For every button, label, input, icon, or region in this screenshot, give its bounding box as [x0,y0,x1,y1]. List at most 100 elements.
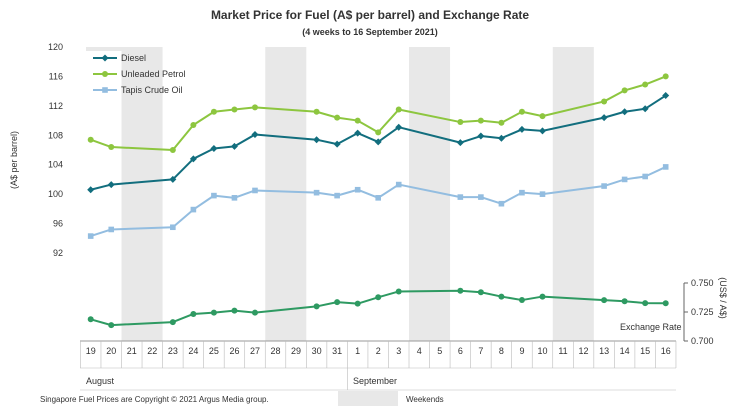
x-tick-label-19: 19 [86,346,96,356]
diesel-point-6 [251,131,259,139]
x-tick-label-12: 12 [579,346,589,356]
weekend-band-0 [121,47,163,341]
x-tick-label-22: 22 [147,346,157,356]
diesel-point-0 [87,186,95,194]
y-tick-label-92: 92 [53,248,63,258]
exchange-rate-label: Exchange Rate [620,322,682,332]
tapis-crude-oil-point-10 [375,195,381,201]
unleaded-petrol-point-11 [395,106,402,113]
y-axis-label-left: (A$ per barrel) [9,131,19,189]
unleaded-petrol-point-14 [498,119,505,126]
month-label-august: August [86,376,115,386]
right-tick-label-2: 0.750 [691,278,714,288]
unleaded-petrol-point-6 [251,104,258,111]
series [87,73,670,329]
exchange-rate-point-10 [375,294,382,301]
diesel-point-12 [456,139,464,147]
diesel-point-15 [518,125,526,133]
exchange-rate-point-7 [313,303,320,310]
x-tick-label-4: 4 [417,346,422,356]
x-tick-label-5: 5 [437,346,442,356]
tapis-crude-oil-point-7 [313,189,320,196]
tapis-crude-oil-point-9 [354,186,361,193]
diesel-point-11 [395,123,403,131]
exchange-rate-point-3 [190,310,197,317]
unleaded-petrol-point-15 [518,108,525,115]
exchange-rate-point-16 [539,293,546,300]
copyright-footer: Singapore Fuel Prices are Copyright © 20… [40,395,269,404]
exchange-rate-point-11 [395,288,402,295]
tapis-crude-oil-point-6 [252,187,258,194]
legend-marker-tapis-crude-oil [102,87,108,93]
x-tick-label-2: 2 [376,346,381,356]
unleaded-petrol-point-12 [457,119,464,126]
diesel-point-7 [313,136,321,144]
unleaded-petrol-point-19 [642,81,649,88]
diesel-point-5 [230,142,238,150]
y-tick-label-100: 100 [48,189,63,199]
y-tick-label-104: 104 [48,160,63,170]
tapis-crude-oil-point-19 [642,173,648,180]
x-tick-label-9: 9 [519,346,524,356]
tapis-crude-oil-point-20 [662,164,669,170]
diesel-point-10 [374,138,382,146]
x-tick-label-11: 11 [558,346,567,356]
chart-subtitle: (4 weeks to 16 September 2021) [302,27,438,37]
unleaded-petrol-point-5 [231,106,238,113]
exchange-rate-point-12 [457,287,464,294]
unleaded-petrol-point-18 [621,87,628,94]
tapis-crude-oil-point-17 [601,183,607,189]
exchange-rate-point-4 [210,309,217,316]
y-tick-label-112: 112 [49,101,63,111]
exchange-rate-point-1 [108,322,115,329]
x-tick-label-26: 26 [229,346,239,356]
x-tick-label-15: 15 [640,346,650,356]
diesel-point-19 [641,105,649,113]
diesel-point-1 [107,181,115,189]
legend-label-unleaded-petrol: Unleaded Petrol [121,69,186,79]
legend: Diesel Unleaded Petrol Tapis Crude Oil [86,47,186,95]
exchange-rate-point-15 [518,297,525,304]
x-tick-label-7: 7 [478,346,483,356]
diesel-point-18 [621,108,629,116]
diesel-point-20 [662,92,670,100]
exchange-rate-point-9 [354,300,361,307]
tapis-crude-oil-point-8 [334,192,340,199]
exchange-rate-point-19 [642,300,649,307]
tapis-crude-oil-point-13 [478,194,484,200]
legend-label-tapis-crude-oil: Tapis Crude Oil [121,85,183,95]
x-tick-label-23: 23 [168,346,178,356]
tapis-crude-oil-point-12 [457,194,464,200]
tapis-crude-oil-point-4 [211,192,217,199]
month-label-september: September [353,376,397,386]
tapis-crude-oil-point-16 [539,191,546,197]
exchange-rate-point-14 [498,293,505,300]
exchange-rate-point-18 [621,298,628,305]
tapis-crude-oil-point-18 [621,176,628,183]
tapis-crude-oil-point-15 [519,189,525,196]
x-tick-label-16: 16 [661,346,671,356]
x-tick-label-29: 29 [291,346,301,356]
legend-label-diesel: Diesel [121,53,146,63]
diesel-point-16 [538,127,546,135]
x-tick-label-25: 25 [209,346,219,356]
exchange-rate-point-5 [231,307,238,314]
x-tick-label-10: 10 [537,346,547,356]
x-tick-label-31: 31 [332,346,342,356]
chart-title: Market Price for Fuel (A$ per barrel) an… [211,8,529,22]
x-tick-label-28: 28 [271,346,281,356]
tapis-crude-oil-point-11 [395,181,402,188]
y-tick-label-116: 116 [49,71,63,81]
exchange-rate-point-0 [87,316,94,323]
unleaded-petrol-point-13 [477,117,484,124]
unleaded-petrol-point-16 [539,113,546,120]
x-tick-label-27: 27 [250,346,260,356]
x-tick-label-21: 21 [127,346,137,356]
diesel-point-2 [169,175,177,183]
right-tick-label-1: 0.725 [691,307,714,317]
unleaded-petrol-point-7 [313,108,320,115]
unleaded-petrol-point-2 [169,147,176,153]
legend-weekend-strip [86,47,162,51]
diesel-point-9 [354,129,362,137]
